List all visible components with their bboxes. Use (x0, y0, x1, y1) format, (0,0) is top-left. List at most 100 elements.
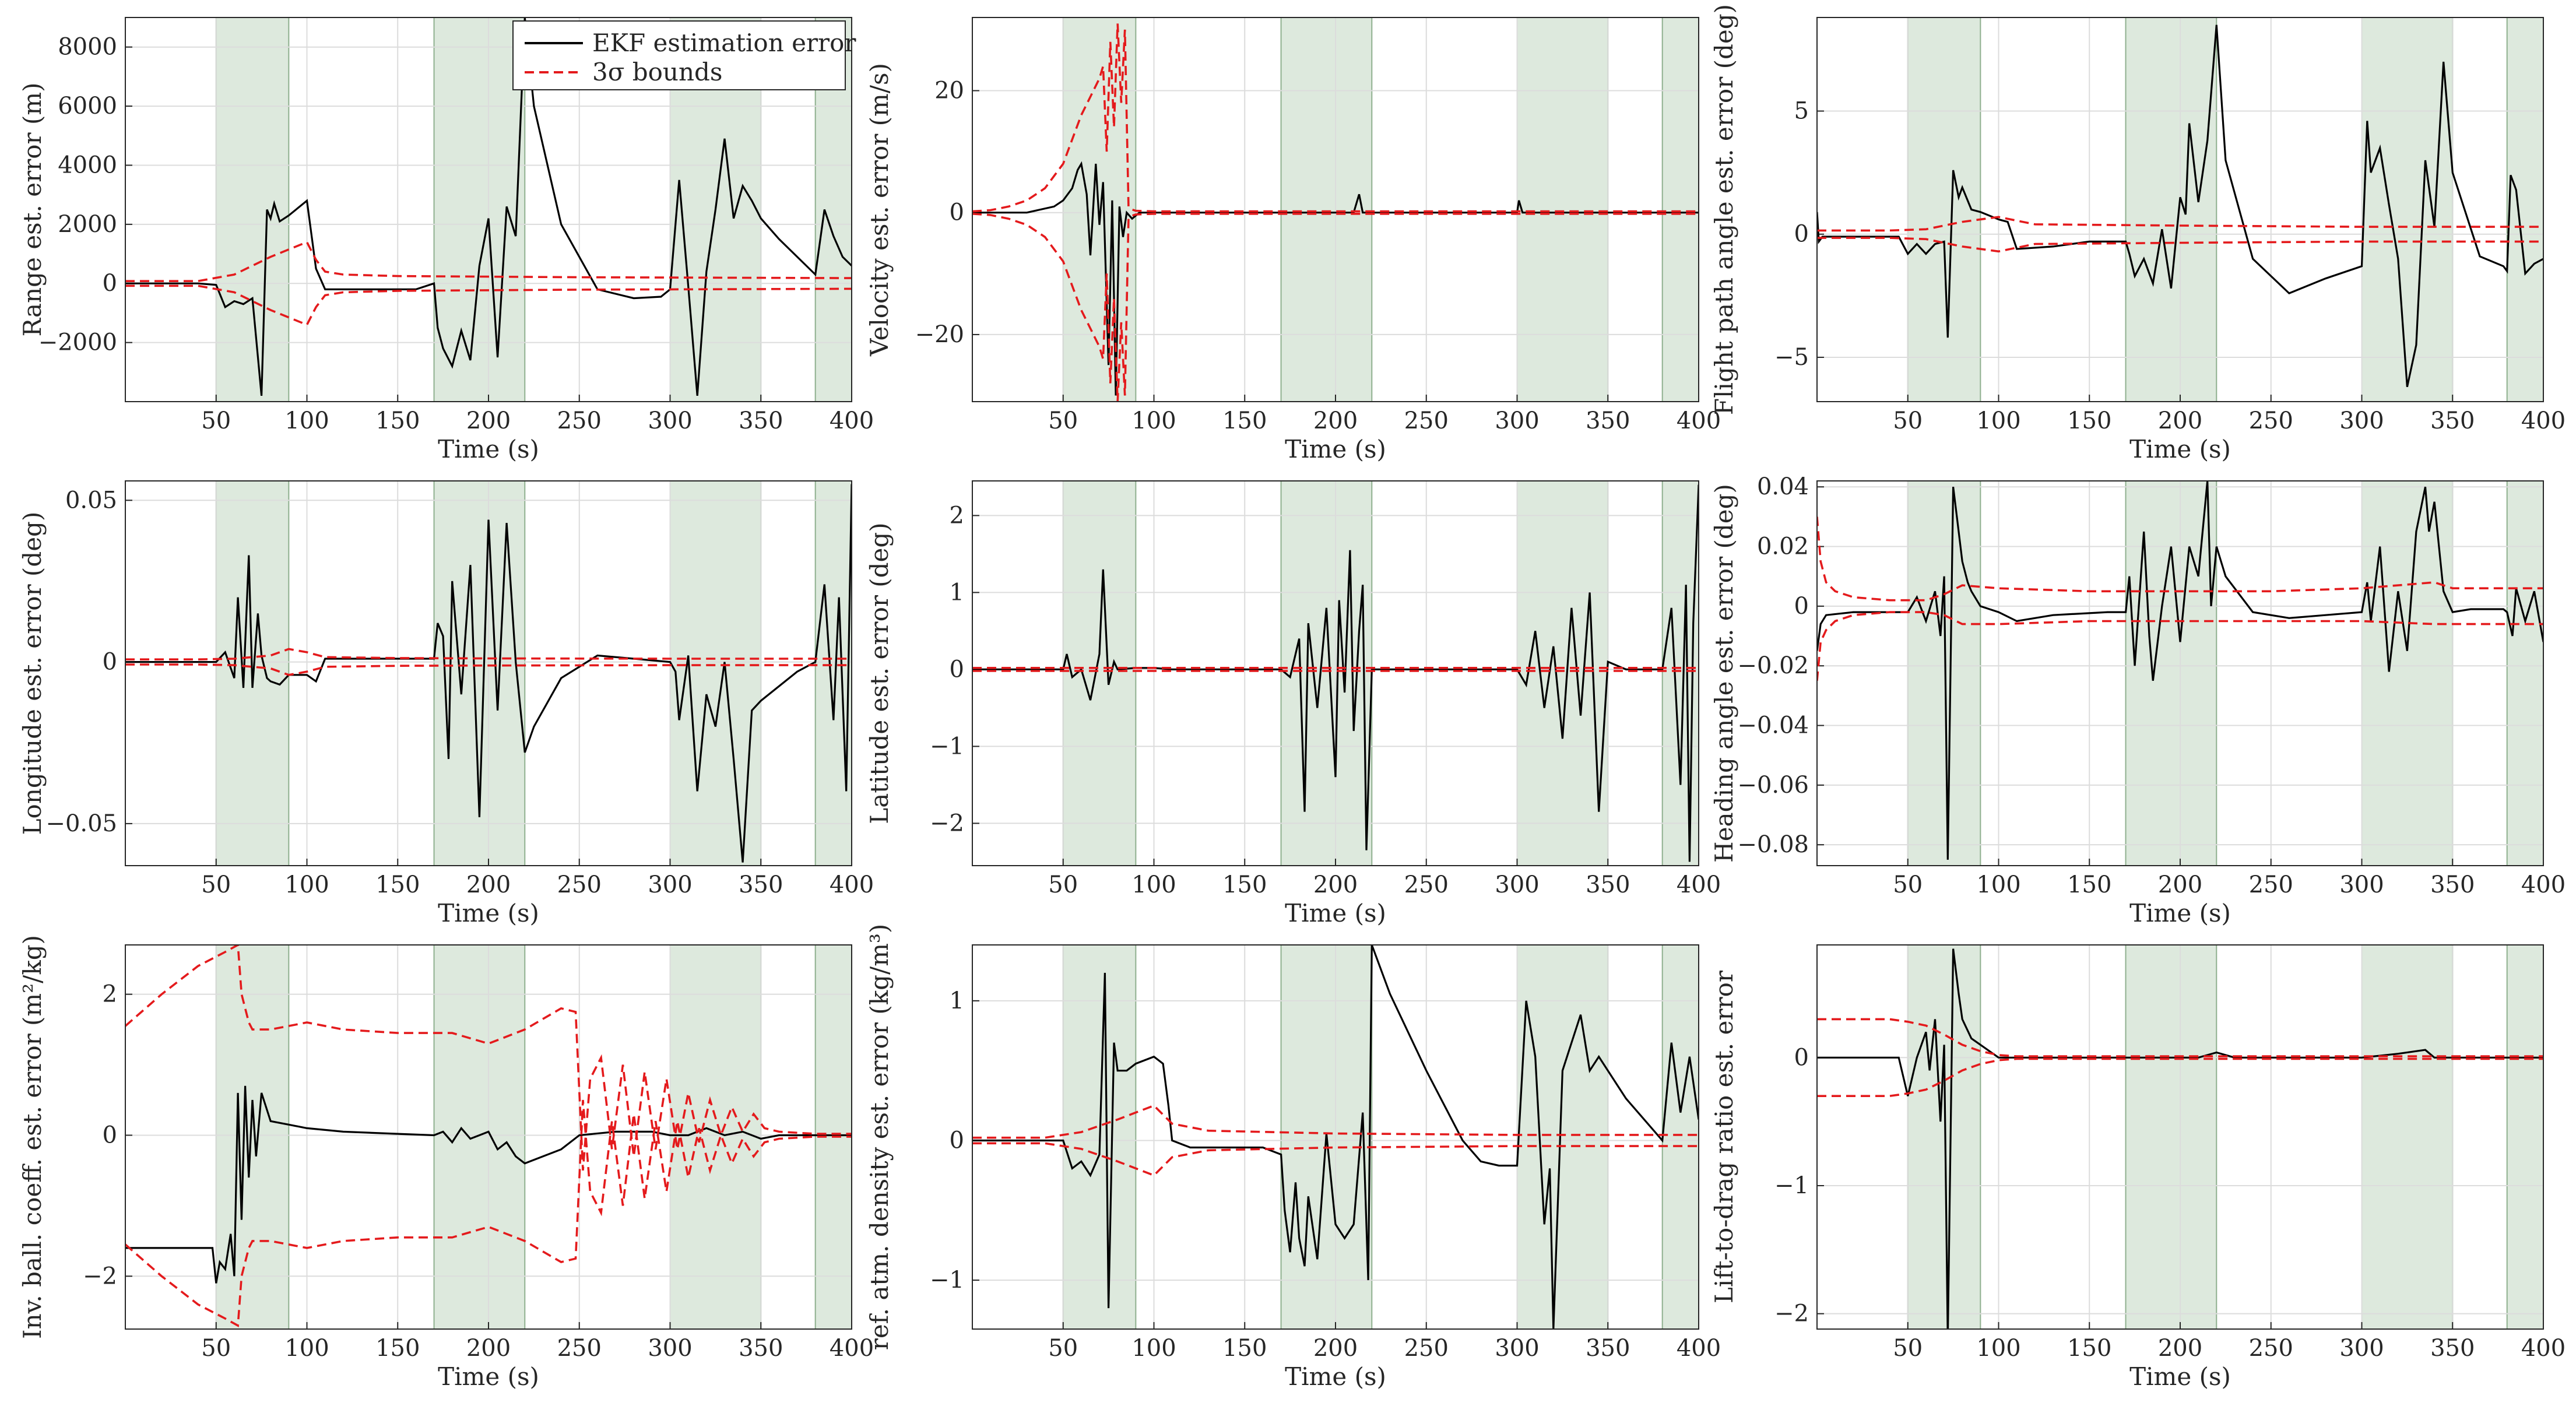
shaded-interval (669, 480, 762, 866)
x-tick-label: 150 (2067, 871, 2111, 898)
axis-frame (1816, 17, 2544, 402)
ekf-error-line (972, 484, 1699, 862)
lower-bound-line (125, 663, 852, 676)
x-tick-label: 200 (1313, 407, 1358, 434)
x-tick-label: 300 (648, 1335, 692, 1362)
ekf-error-line (125, 484, 852, 863)
upper-bound-line (1817, 1018, 2543, 1057)
ekf-error-line (1817, 948, 2543, 1329)
x-tick-label: 100 (284, 407, 329, 434)
shaded-interval (1280, 17, 1373, 402)
lower-bound-line (972, 212, 1699, 402)
ekf-error-line (972, 945, 1699, 1329)
x-axis-label: Time (s) (438, 435, 539, 463)
x-tick-label: 200 (1313, 1335, 1358, 1362)
y-tick-label: 0 (950, 1127, 964, 1154)
upper-bound-line (125, 648, 852, 660)
shaded-interval (1907, 944, 1981, 1330)
x-tick-label: 50 (1893, 1335, 1923, 1362)
y-tick-label: −2 (1774, 1301, 1809, 1327)
x-axis-label: Time (s) (2129, 435, 2231, 463)
axis-frame (125, 480, 852, 866)
x-tick-label: 50 (1893, 871, 1923, 898)
x-tick-label: 400 (1677, 871, 1721, 898)
x-tick-label: 200 (466, 407, 511, 434)
ekf-error-line (1817, 24, 2543, 388)
x-tick-label: 200 (2158, 407, 2202, 434)
x-tick-label: 300 (1495, 1335, 1539, 1362)
y-tick-label: 4000 (58, 152, 117, 178)
x-tick-label: 350 (739, 871, 783, 898)
x-tick-label: 300 (1495, 407, 1539, 434)
x-tick-label: 350 (1586, 407, 1630, 434)
y-tick-label: −0.05 (45, 810, 117, 837)
x-tick-label: 150 (1222, 1335, 1267, 1362)
x-tick-label: 200 (1313, 871, 1358, 898)
y-tick-label: 1 (950, 579, 964, 606)
x-tick-label: 250 (2249, 1335, 2293, 1362)
shaded-interval (814, 480, 852, 866)
y-tick-label: 8000 (58, 34, 117, 61)
y-tick-label: −1 (1774, 1172, 1809, 1199)
x-tick-label: 250 (557, 1335, 602, 1362)
x-tick-label: 250 (1404, 871, 1449, 898)
shaded-interval (669, 944, 762, 1330)
lower-bound-line (972, 1142, 1699, 1177)
x-tick-label: 200 (2158, 871, 2202, 898)
x-tick-label: 250 (557, 871, 602, 898)
x-tick-label: 400 (2521, 407, 2566, 434)
shaded-interval (215, 17, 290, 402)
x-axis-label: Time (s) (438, 899, 539, 927)
y-tick-label: 2000 (58, 211, 117, 238)
legend-bound-label: 3σ bounds (592, 58, 722, 86)
x-tick-label: 250 (2249, 407, 2293, 434)
x-tick-label: 250 (1404, 1335, 1449, 1362)
y-tick-label: 0.05 (65, 487, 117, 514)
x-tick-label: 50 (201, 1335, 231, 1362)
x-tick-label: 250 (1404, 407, 1449, 434)
ekf-error-line (1817, 481, 2543, 860)
y-tick-label: 5 (1794, 98, 1809, 125)
y-tick-label: −5 (1774, 344, 1809, 371)
y-tick-label: 0 (103, 270, 117, 297)
shaded-interval (2125, 480, 2217, 866)
x-tick-label: 150 (1222, 407, 1267, 434)
x-tick-label: 300 (2339, 1335, 2384, 1362)
chart-panel-2: 50 100 150 200 250 300 350 400 −20 0 20 Time (s) Vel… (865, 17, 1721, 463)
x-tick-label: 250 (2249, 871, 2293, 898)
x-tick-label: 50 (201, 407, 231, 434)
shaded-interval (2125, 944, 2217, 1330)
shaded-interval (2506, 944, 2545, 1330)
x-tick-label: 200 (466, 871, 511, 898)
x-tick-label: 150 (2067, 1335, 2111, 1362)
x-tick-label: 300 (1495, 871, 1539, 898)
shaded-interval (1661, 944, 1699, 1330)
y-tick-label: 0 (950, 656, 964, 683)
x-tick-label: 400 (1677, 407, 1721, 434)
shaded-interval (215, 944, 290, 1330)
y-tick-label: −2 (83, 1263, 117, 1289)
legend-ekf-label: EKF estimation error (592, 29, 856, 57)
y-tick-label: −20 (915, 321, 964, 348)
y-tick-label: −0.06 (1737, 772, 1809, 799)
x-tick-label: 200 (466, 1335, 511, 1362)
lower-bound-line (1817, 1057, 2543, 1097)
x-axis-label: Time (s) (1285, 1362, 1386, 1391)
x-tick-label: 350 (739, 407, 783, 434)
y-tick-label: −0.02 (1737, 652, 1809, 679)
y-tick-label: 0.02 (1757, 533, 1809, 560)
x-tick-label: 300 (2339, 871, 2384, 898)
shaded-interval (1062, 480, 1137, 866)
y-axis-label: Lift-to-drag ratio est. error (1710, 970, 1738, 1303)
upper-bound-line (125, 945, 852, 1171)
x-tick-label: 400 (2521, 1335, 2566, 1362)
x-tick-label: 50 (1048, 407, 1078, 434)
x-axis-label: Time (s) (2129, 899, 2231, 927)
lower-bound-line (1817, 237, 2543, 253)
y-axis-label: Flight path angle est. error (deg) (1710, 4, 1738, 415)
ekf-error-line (125, 17, 852, 396)
chart-panel-7: 50 100 150 200 250 300 350 400 −2 0 2 Time (s) Inv. … (18, 935, 874, 1391)
ekf-error-line (125, 1085, 852, 1284)
y-tick-label: −2 (930, 810, 964, 836)
y-tick-label: −1 (930, 733, 964, 760)
